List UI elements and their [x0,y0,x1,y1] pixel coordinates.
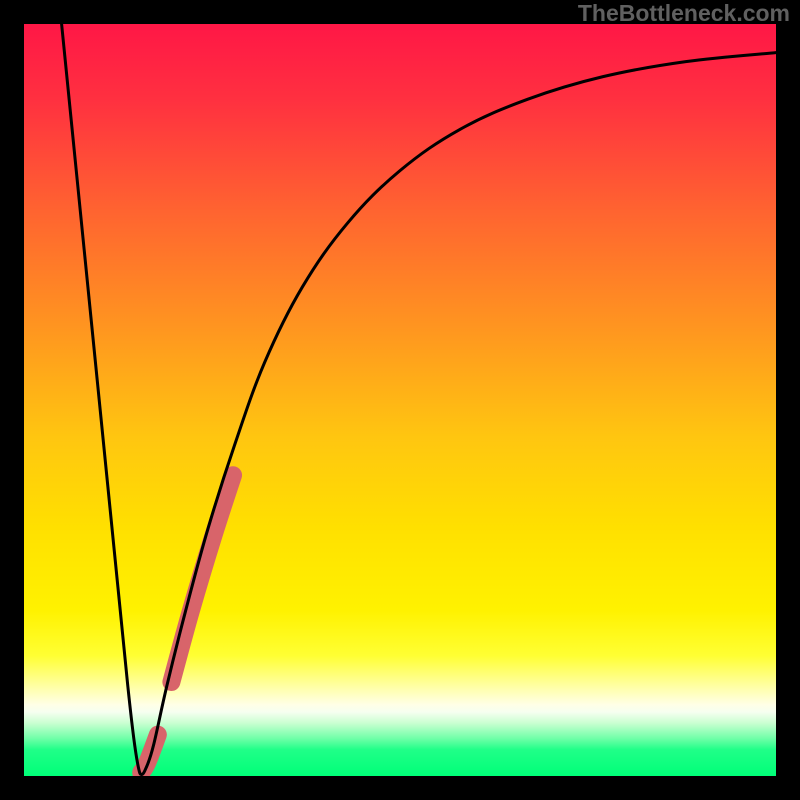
chart-container: TheBottleneck.com [0,0,800,800]
gradient-background [24,24,776,776]
bottleneck-chart [0,0,800,800]
attribution-label: TheBottleneck.com [578,0,790,27]
